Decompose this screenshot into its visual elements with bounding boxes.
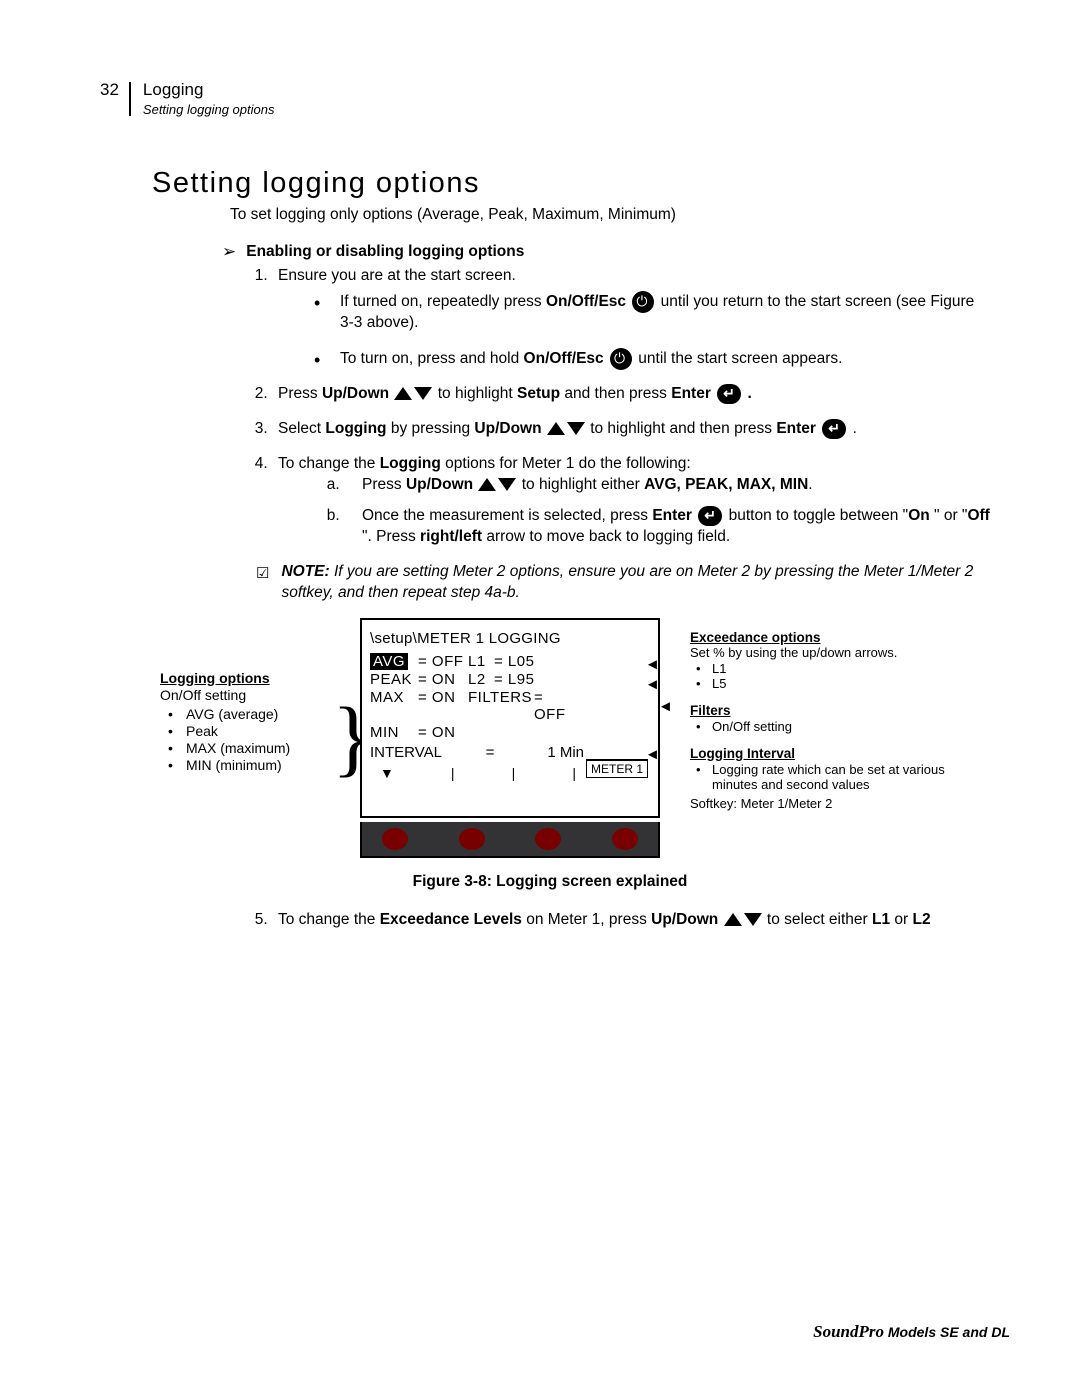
header-divider xyxy=(129,82,131,116)
down-icon xyxy=(414,387,432,400)
note-body: If you are setting Meter 2 options, ensu… xyxy=(281,563,973,601)
note-label: NOTE: xyxy=(281,563,329,580)
avg-cell: AVG xyxy=(370,653,408,670)
right-callouts: Exceedance options Set % by using the up… xyxy=(690,630,960,823)
enter-icon xyxy=(717,384,741,404)
page-number: 32 xyxy=(100,80,119,100)
section-title: Setting logging options xyxy=(152,167,1010,200)
softkey-button xyxy=(612,828,638,850)
lead-text: To set logging only options (Average, Pe… xyxy=(230,206,990,224)
check-icon: ☑ xyxy=(256,564,269,604)
power-icon xyxy=(632,291,654,313)
steps-continued: To change the Exceedance Levels on Meter… xyxy=(272,910,990,931)
step-3: Select Logging by pressing Up/Down to hi… xyxy=(272,419,990,440)
softkey-button xyxy=(535,828,561,850)
enter-icon xyxy=(822,419,846,439)
power-icon xyxy=(610,348,632,370)
down-icon xyxy=(744,913,762,926)
pointer-icon: ◄ xyxy=(658,698,673,715)
step-4a: Press Up/Down to highlight either AVG, P… xyxy=(344,475,990,496)
enabling-heading: ➢ Enabling or disabling logging options xyxy=(222,242,990,262)
chapter-title: Logging xyxy=(143,80,275,100)
softkey-row: ▼ | | | xyxy=(370,765,586,781)
down-icon xyxy=(567,422,585,435)
brand: SoundPro xyxy=(813,1322,884,1341)
pointer-icon: ◄ xyxy=(645,676,660,693)
pointer-icon: ◄ xyxy=(645,746,660,763)
meter-chip: METER 1 xyxy=(586,759,648,778)
step-4: To change the Logging options for Meter … xyxy=(272,454,990,548)
step1-bullet1: If turned on, repeatedly press On/Off/Es… xyxy=(314,291,990,334)
step1-bullet2: To turn on, press and hold On/Off/Esc un… xyxy=(314,348,990,370)
subchapter-title: Setting logging options xyxy=(143,102,275,117)
up-icon xyxy=(394,387,412,400)
models: Models SE and DL xyxy=(888,1324,1010,1340)
device-screen: \setup\METER 1 LOGGING AVG= OFFL1= L05 P… xyxy=(360,618,660,818)
device-buttons xyxy=(360,822,660,858)
note: ☑ NOTE: If you are setting Meter 2 optio… xyxy=(256,562,990,604)
step-5: To change the Exceedance Levels on Meter… xyxy=(272,910,990,931)
figure-caption: Figure 3-8: Logging screen explained xyxy=(100,873,1000,891)
enabling-label: Enabling or disabling logging options xyxy=(246,243,524,261)
step-1: Ensure you are at the start screen. If t… xyxy=(272,266,990,370)
step-4b: Once the measurement is selected, press … xyxy=(344,506,990,548)
pointer-icon: ◄ xyxy=(645,656,660,673)
enter-icon xyxy=(698,506,722,526)
page-header: 32 Logging Setting logging options xyxy=(100,80,1010,117)
up-icon xyxy=(547,422,565,435)
up-icon xyxy=(478,478,496,491)
step-2: Press Up/Down to highlight Setup and the… xyxy=(272,384,990,405)
arrow-icon: ➢ xyxy=(222,242,236,262)
page-footer: SoundPro Models SE and DL xyxy=(813,1322,1010,1342)
softkey-button xyxy=(459,828,485,850)
screen-title: \setup\METER 1 LOGGING xyxy=(370,630,650,647)
up-icon xyxy=(724,913,742,926)
content: To set logging only options (Average, Pe… xyxy=(230,206,990,930)
steps-list: Ensure you are at the start screen. If t… xyxy=(272,266,990,548)
softkey-button xyxy=(382,828,408,850)
figure-3-8: Logging options On/Off setting AVG (aver… xyxy=(100,618,1000,898)
down-icon xyxy=(498,478,516,491)
